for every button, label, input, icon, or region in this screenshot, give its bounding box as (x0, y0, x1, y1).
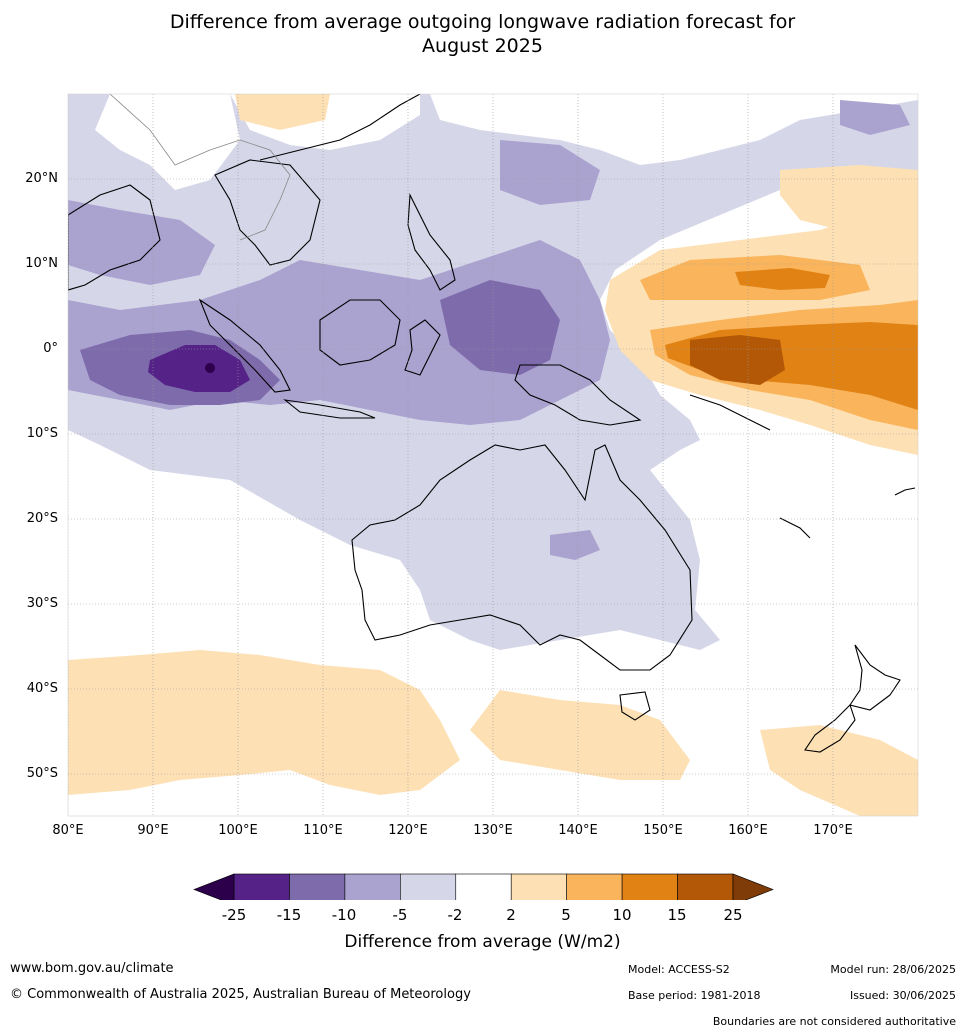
anomaly-region-light-positive-nz (760, 725, 918, 816)
colorbar-tick: -10 (331, 906, 357, 924)
colorbar-tick: 25 (723, 906, 743, 924)
colorbar-swatch (677, 873, 734, 900)
lon-label-80e: 80°E (52, 823, 84, 838)
lon-label-120e: 120°E (388, 823, 428, 838)
lat-label-10s: 10°S (26, 426, 58, 441)
coastlines (68, 94, 916, 753)
colorbar-swatch (455, 873, 512, 900)
model-name: Model: ACCESS-S2 (628, 963, 730, 976)
border-line (239, 139, 291, 201)
lon-label-140e: 140°E (558, 823, 598, 838)
colorbar-swatch (233, 873, 290, 900)
colorbar-tick: -15 (276, 906, 302, 924)
colorbar-swatch (344, 873, 401, 900)
anomaly-region-light-positive-south (68, 650, 460, 795)
anomaly-region-very-strong-positive (690, 335, 785, 385)
lon-label-110e: 110°E (303, 823, 343, 838)
country-borders (109, 94, 291, 241)
colorbar-swatch (510, 873, 567, 900)
base-period: Base period: 1981-2018 (628, 989, 761, 1002)
anomaly-region-medium-negative-ne2 (840, 100, 910, 135)
coastline-indochina (214, 159, 321, 266)
lat-label-10n: 10°N (25, 256, 58, 271)
lat-label-40s: 40°S (26, 681, 58, 696)
lat-label-20s: 20°S (26, 511, 58, 526)
copyright-text: © Commonwealth of Australia 2025, Austra… (10, 987, 471, 1002)
olr-anomaly-map (67, 93, 919, 900)
colorbar-over-arrow (732, 873, 774, 900)
colorbar-tick: 5 (561, 906, 571, 924)
colorbar-title: Difference from average (W/m2) (344, 932, 621, 952)
lat-label-eq: 0° (43, 341, 58, 356)
coastline-china (259, 94, 421, 161)
graticule (68, 94, 918, 816)
coastline-sumatra (198, 298, 291, 393)
colorbar-swatch (566, 873, 623, 900)
coastline-sulawesi (404, 319, 441, 376)
lat-label-30s: 30°S (26, 596, 58, 611)
coastline-fiji (894, 487, 916, 496)
map-title: Difference from average outgoing longwav… (0, 10, 965, 58)
anomaly-region-very-strong-negative (148, 345, 250, 392)
coastline-tasmania (619, 691, 651, 721)
coastline-borneo (319, 299, 401, 366)
lon-label-130e: 130°E (473, 823, 513, 838)
anomaly-region-extreme-negative (205, 363, 215, 373)
anomaly-region-strong-negative-east (440, 280, 560, 375)
anomaly-region-medium-negative-ne (500, 140, 600, 205)
lon-label-150e: 150°E (643, 823, 683, 838)
map-panel (68, 94, 918, 816)
colorbar-tick: -5 (392, 906, 408, 924)
coastline-new-caledonia (779, 517, 811, 539)
anomaly-region-light-positive-southmid (470, 690, 690, 780)
border-line (239, 199, 281, 241)
coastline-new-zealand-south (804, 703, 856, 753)
anomaly-region-neutral-pacific (430, 94, 918, 165)
map-frame (67, 93, 919, 817)
map-title-line2: August 2025 (422, 35, 543, 57)
border-line (109, 94, 241, 166)
colorbar-swatch (289, 873, 346, 900)
anomaly-region-medium-negative-aus (550, 530, 600, 560)
lat-label-20n: 20°N (25, 171, 58, 186)
lon-label-100e: 100°E (218, 823, 258, 838)
lon-label-90e: 90°E (137, 823, 169, 838)
coastline-philippines (407, 192, 456, 291)
lat-label-50s: 50°S (26, 766, 58, 781)
anomaly-region-light-positive-ne (780, 165, 918, 240)
coastline-australia (351, 444, 693, 671)
coastline-solomon-islands (689, 394, 771, 431)
lon-label-160e: 160°E (728, 823, 768, 838)
website-link[interactable]: www.bom.gov.au/climate (10, 961, 174, 976)
model-run-date: Model run: 28/06/2025 (830, 963, 956, 976)
colorbar-under-arrow (193, 873, 235, 900)
coastline-india (68, 184, 161, 291)
anomaly-region-strong-positive-north (735, 268, 830, 290)
map-title-line1: Difference from average outgoing longwav… (169, 11, 796, 33)
colorbar-swatch (621, 873, 678, 900)
colorbar-tick: -25 (221, 906, 247, 924)
boundaries-disclaimer: Boundaries are not considered authoritat… (712, 1015, 956, 1028)
colorbar-swatch (400, 873, 457, 900)
colorbar-tick: -2 (447, 906, 463, 924)
colorbar-tick: 10 (612, 906, 632, 924)
lon-label-170e: 170°E (813, 823, 853, 838)
anomaly-region-light-positive-top (235, 94, 330, 130)
coastline-new-guinea (514, 364, 642, 426)
colorbar (193, 873, 774, 900)
colorbar-tick: 15 (667, 906, 687, 924)
coastline-java (283, 399, 376, 419)
issued-date: Issued: 30/06/2025 (849, 989, 956, 1002)
anomaly-region-neutral-asia (95, 94, 240, 190)
colorbar-tick: 2 (506, 906, 516, 924)
coastline-new-zealand-north (849, 644, 901, 711)
